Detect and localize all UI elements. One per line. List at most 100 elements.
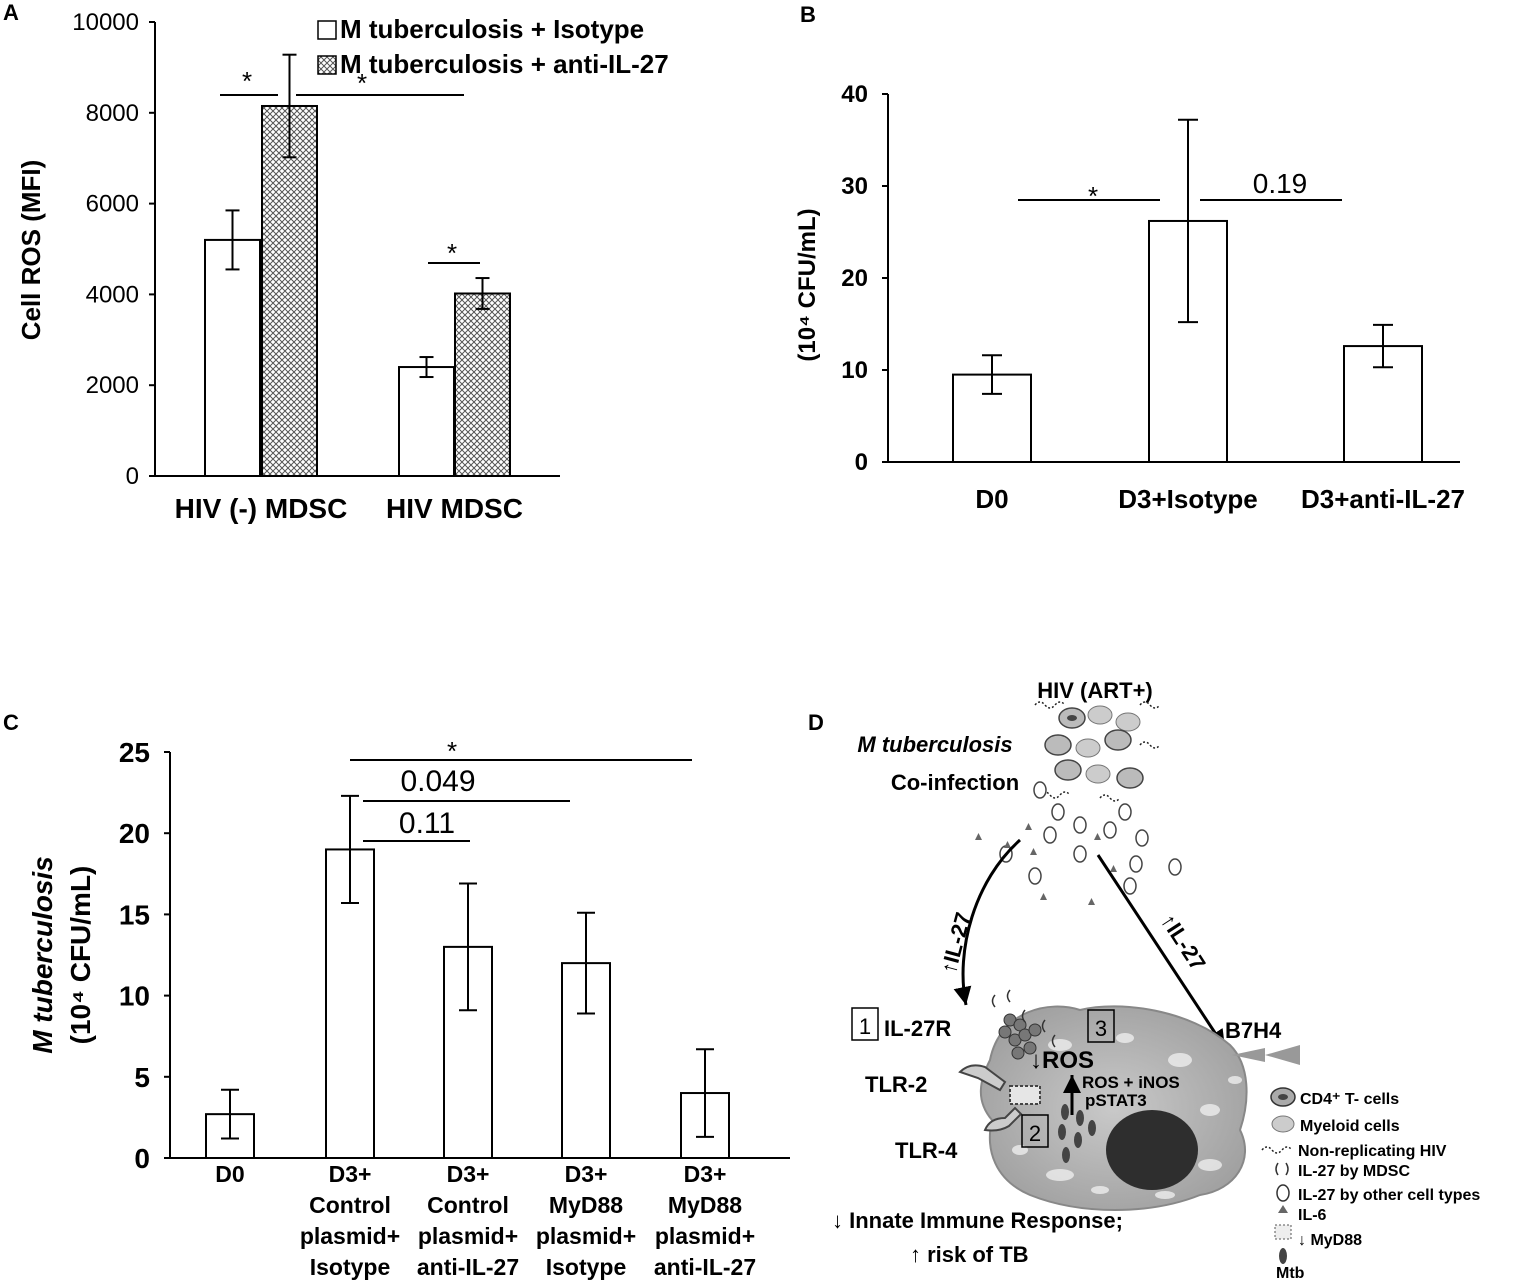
y-tick-label: 10000 — [72, 9, 139, 36]
il27-right-arrow — [1096, 854, 1227, 1049]
y-tick-label: 10 — [119, 981, 150, 1012]
y-axis-label: Cell ROS (MFI) — [16, 160, 46, 341]
y-tick-label: 40 — [841, 81, 868, 108]
y-tick-label: 10 — [841, 357, 868, 384]
box-1-label: 1 — [859, 1014, 871, 1039]
il27-right-label: ↑IL-27 — [1156, 909, 1211, 975]
il27-ligands — [991, 989, 1056, 1048]
x-category-label: D3+anti-IL-27 — [1301, 484, 1465, 514]
diagram-legend: CD4⁺ T- cells Myeloid cells Non-replicat… — [1261, 1087, 1480, 1280]
bar — [261, 104, 318, 478]
y-tick-label: 15 — [119, 899, 150, 930]
x-category-label: HIV MDSC — [386, 493, 523, 524]
box-3 — [1087, 1009, 1115, 1043]
bar — [398, 366, 455, 478]
sig-label: * — [447, 736, 457, 766]
sig-label: * — [1088, 181, 1098, 211]
b7h4-left-wedge — [1232, 1048, 1265, 1062]
y-tick-label: 0 — [855, 449, 868, 476]
legend-item-myd88: ↓ MyD88 — [1298, 1232, 1362, 1249]
sig-label: * — [242, 66, 252, 96]
y-tick-label: 0 — [134, 1143, 150, 1174]
legend-swatch — [317, 55, 337, 75]
tlr2-label: TLR-2 — [865, 1072, 927, 1097]
y-axis-label: (10⁴ CFU/mL) — [794, 208, 821, 361]
box-3-label: 3 — [1095, 1016, 1107, 1041]
y-axis-label-line1: M tuberculosis — [27, 856, 58, 1054]
y-axis-label-line2: (10⁴ CFU/mL) — [65, 866, 96, 1045]
coinfection-italic-label: M tuberculosis — [857, 732, 1012, 757]
myd88-icon — [1274, 1224, 1292, 1240]
b7h4-label: B7H4 — [1225, 1018, 1282, 1043]
panel-label-b: B — [800, 2, 816, 27]
legend-item-mtb: Mtb — [1276, 1265, 1305, 1280]
sig-label: * — [447, 238, 457, 268]
myeloid-cell-icon — [1271, 1115, 1295, 1133]
cell-nucleus — [1106, 1110, 1198, 1190]
x-category-label: MyD88 — [668, 1192, 742, 1218]
legend-item-il27-other: IL-27 by other cell types — [1298, 1187, 1480, 1204]
il27-mdsc-icon — [1275, 1162, 1289, 1176]
legend-item-il6: IL-6 — [1298, 1207, 1327, 1224]
y-tick-label: 20 — [119, 818, 150, 849]
panel-label-d: D — [808, 710, 824, 735]
il27-receptor — [998, 1013, 1042, 1060]
legend-item-cd4: CD4⁺ T- cells — [1300, 1091, 1399, 1108]
bar — [1148, 219, 1228, 463]
y-tick-label: 2000 — [86, 372, 139, 399]
il27-other-icon — [1276, 1184, 1290, 1202]
chart-c: 0 5 10 15 20 25 M tuberculosis (10⁴ CFU/mL) D0 D3… — [27, 736, 790, 1280]
il6-triangles — [975, 823, 1117, 905]
triangle-icon — [1278, 1205, 1288, 1213]
x-category-label: anti-IL-27 — [654, 1254, 756, 1280]
x-category-label: Control — [427, 1192, 509, 1218]
coinfection-label: Co-infection — [891, 770, 1019, 795]
x-category-label: D3+Isotype — [1118, 484, 1257, 514]
y-tick-label: 6000 — [86, 191, 139, 218]
x-category-label: D0 — [215, 1161, 244, 1187]
x-category-label: Isotype — [546, 1254, 627, 1280]
il27r-label: IL-27R — [884, 1016, 951, 1041]
x-category-label: plasmid+ — [300, 1223, 400, 1249]
y-tick-label: 25 — [119, 737, 150, 768]
chart-a: 0 2000 4000 6000 8000 10000 Cell ROS (MFI) HIV … — [16, 9, 669, 524]
cell-cluster — [1034, 701, 1161, 802]
b7h4-right-wedge — [1265, 1045, 1300, 1065]
legend-item-hiv: Non-replicating HIV — [1298, 1143, 1447, 1160]
x-category-label: MyD88 — [549, 1192, 623, 1218]
mechanism-diagram: HIV (ART+) M tuberculosis Co-infection — [832, 678, 1480, 1280]
bar — [204, 238, 261, 477]
x-category-label: anti-IL-27 — [417, 1254, 519, 1280]
x-category-label: Control — [309, 1192, 391, 1218]
sig-label: * — [357, 68, 367, 98]
cell-vacuoles — [1012, 1033, 1242, 1199]
ros-inos-label: ROS + iNOS — [1082, 1073, 1180, 1092]
y-tick-label: 4000 — [86, 281, 139, 308]
legend-label: M tuberculosis + Isotype — [340, 14, 644, 44]
hiv-art-label: HIV (ART+) — [1037, 678, 1153, 703]
y-tick-label: 8000 — [86, 100, 139, 127]
il27-left-label: ↑IL-27 — [936, 910, 976, 977]
mtb-icon — [1279, 1248, 1287, 1264]
x-category-label: D3+ — [684, 1161, 727, 1187]
legend-item-myeloid: Myeloid cells — [1300, 1118, 1400, 1135]
x-category-label: Isotype — [310, 1254, 391, 1280]
chart-b: 0 10 20 30 40 (10⁴ CFU/mL) D0 D3+Isotype D3+anti… — [794, 81, 1465, 514]
y-tick-label: 5 — [134, 1062, 150, 1093]
il27-left-arrow — [953, 838, 1021, 1006]
y-tick-label: 0 — [126, 463, 139, 490]
box-1 — [851, 1007, 879, 1041]
hiv-icon — [1261, 1146, 1293, 1154]
y-tick-label: 20 — [841, 265, 868, 292]
mtb-bacilli — [1058, 1104, 1096, 1163]
panel-label-c: C — [3, 710, 19, 735]
bar — [454, 292, 511, 477]
legend-swatch — [317, 20, 337, 40]
x-category-label: D0 — [975, 484, 1008, 514]
box-2-label: 2 — [1029, 1121, 1041, 1146]
pstat3-label: pSTAT3 — [1085, 1091, 1147, 1110]
legend-item-il27-mdsc: IL-27 by MDSC — [1298, 1163, 1410, 1180]
x-category-label: D3+ — [329, 1161, 372, 1187]
x-category-label: D3+ — [565, 1161, 608, 1187]
sig-label: 0.049 — [400, 765, 475, 798]
